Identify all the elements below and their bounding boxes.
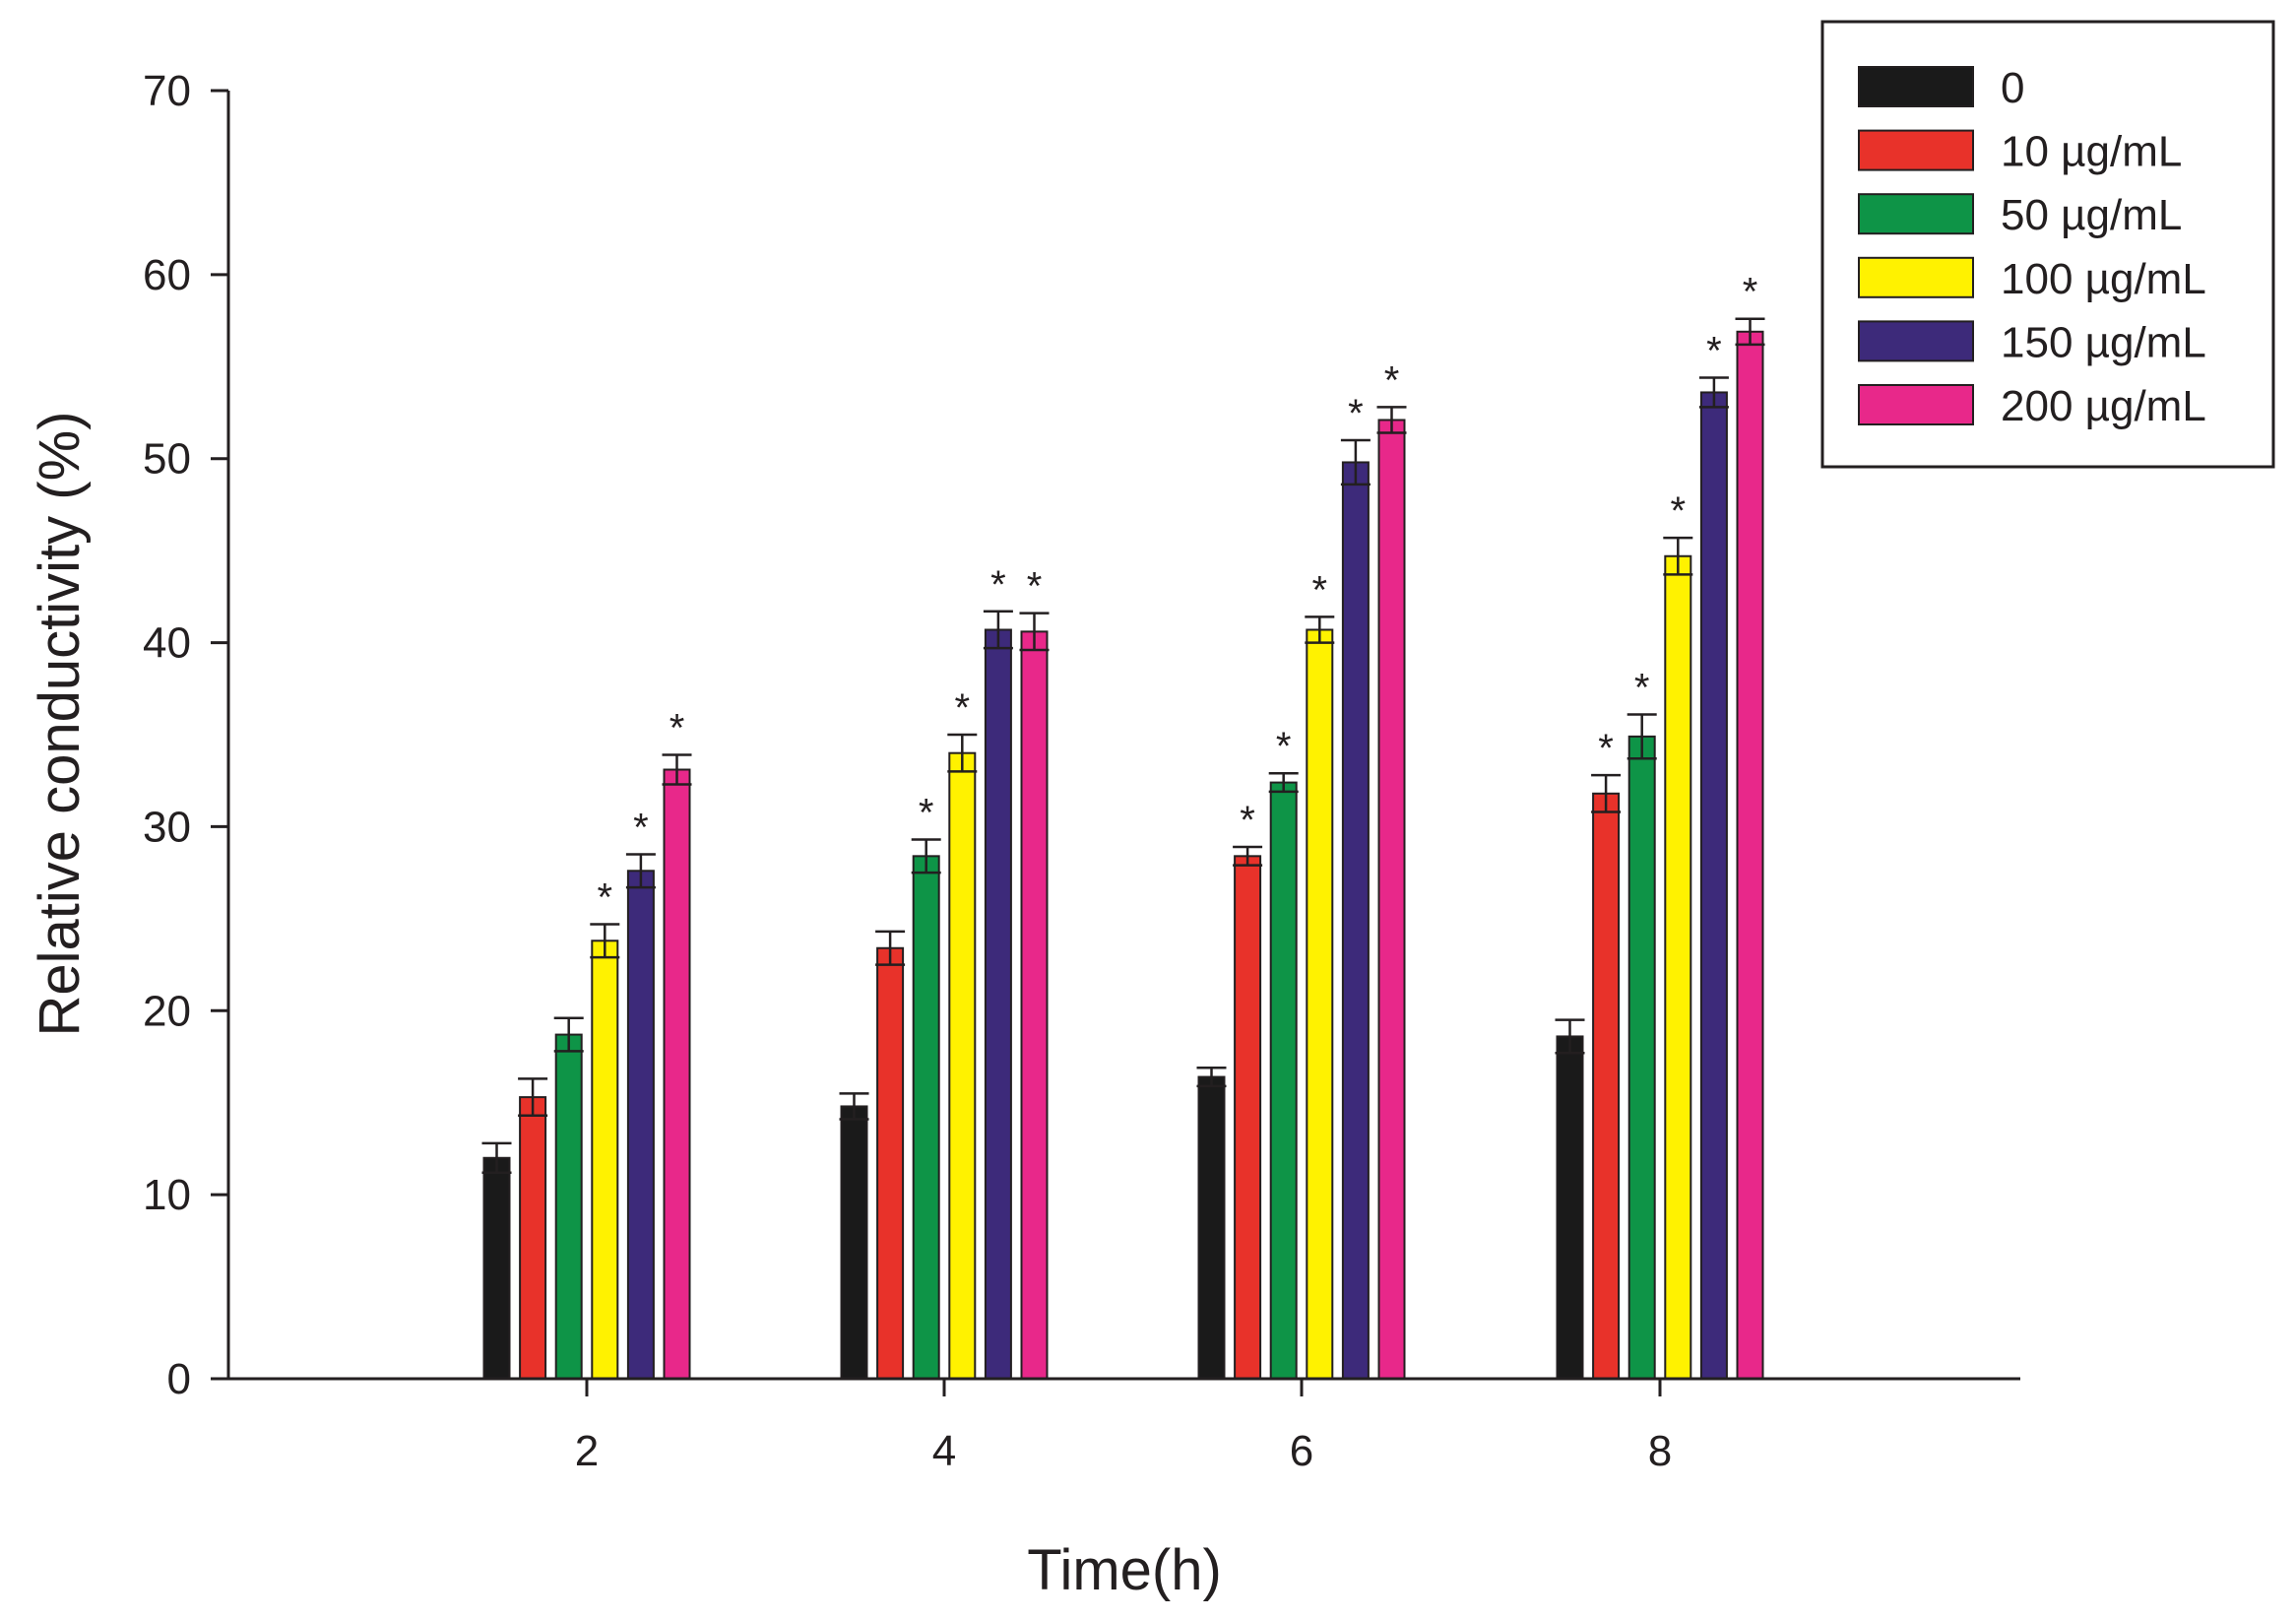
legend-label: 100 µg/mL — [2001, 255, 2206, 303]
bar — [1269, 781, 1298, 1380]
bar — [1306, 628, 1334, 1380]
legend-swatch — [1858, 256, 1974, 298]
significance-star: * — [955, 686, 971, 730]
bar — [1020, 630, 1049, 1380]
bar — [554, 1033, 583, 1380]
legend-swatch — [1858, 193, 1974, 235]
bar — [1736, 330, 1764, 1381]
significance-star: * — [1598, 727, 1614, 770]
significance-star: * — [1384, 358, 1400, 402]
bar — [984, 628, 1012, 1380]
bar — [1699, 391, 1728, 1380]
significance-star: * — [1027, 565, 1043, 609]
bar — [1341, 461, 1370, 1380]
legend-swatch — [1858, 129, 1974, 171]
bar — [482, 1156, 511, 1381]
x-tick-label: 2 — [575, 1427, 599, 1475]
axes-layer: 0 10 20 30 40 50 60 70 2 4 6 8 — [143, 67, 2020, 1475]
significance-star: * — [1348, 392, 1364, 435]
legend-swatch — [1858, 384, 1974, 425]
bar — [519, 1096, 547, 1380]
significance-star: * — [1743, 271, 1758, 314]
legend-label: 10 µg/mL — [2001, 128, 2182, 176]
bar — [876, 946, 905, 1380]
significance-star: * — [1240, 799, 1255, 842]
significance-star: * — [1671, 489, 1687, 533]
legend-label: 50 µg/mL — [2001, 191, 2182, 239]
bar — [1627, 735, 1656, 1380]
significance-star: * — [1276, 725, 1292, 768]
bar — [1377, 419, 1406, 1380]
significance-star: * — [633, 806, 649, 849]
bar — [1234, 855, 1262, 1380]
y-tick-label: 70 — [143, 67, 191, 115]
y-tick-label: 40 — [143, 619, 191, 668]
x-tick-label: 4 — [932, 1427, 956, 1475]
legend-swatch — [1858, 66, 1974, 107]
legend-label: 200 µg/mL — [2001, 382, 2206, 430]
bar — [1592, 792, 1621, 1380]
significance-star: * — [1634, 666, 1650, 709]
x-tick-label: 6 — [1290, 1427, 1313, 1475]
legend: 0 10 µg/mL 50 µg/mL 100 µg/mL 150 µg/mL 200 µ… — [1820, 20, 2275, 469]
bar — [1664, 554, 1692, 1380]
bar — [1556, 1035, 1584, 1380]
bars-layer: * * * * * * * * * * * * * * * * * — [481, 271, 1765, 1381]
x-tick-label: 8 — [1648, 1427, 1672, 1475]
bar — [840, 1105, 868, 1380]
bar — [663, 768, 691, 1380]
y-tick-label: 0 — [167, 1355, 191, 1403]
bar — [948, 751, 977, 1380]
bar — [591, 940, 619, 1381]
y-axis-title: Relative conductivity (%) — [28, 412, 92, 1037]
legend-label: 0 — [2001, 64, 2024, 112]
y-tick-label: 60 — [143, 251, 191, 299]
y-tick-label: 50 — [143, 435, 191, 484]
significance-star: * — [670, 707, 685, 750]
bar — [1197, 1075, 1226, 1381]
bar — [626, 870, 655, 1380]
significance-star: * — [598, 875, 613, 919]
bar — [912, 855, 940, 1380]
y-tick-label: 20 — [143, 987, 191, 1035]
y-tick-label: 10 — [143, 1171, 191, 1219]
significance-star: * — [1706, 329, 1722, 372]
legend-label: 150 µg/mL — [2001, 318, 2206, 366]
significance-star: * — [1312, 568, 1328, 612]
legend-swatch — [1858, 320, 1974, 362]
significance-star: * — [990, 563, 1006, 607]
significance-star: * — [919, 792, 934, 835]
y-tick-label: 30 — [143, 803, 191, 851]
x-axis-title: Time(h) — [1027, 1538, 1222, 1602]
